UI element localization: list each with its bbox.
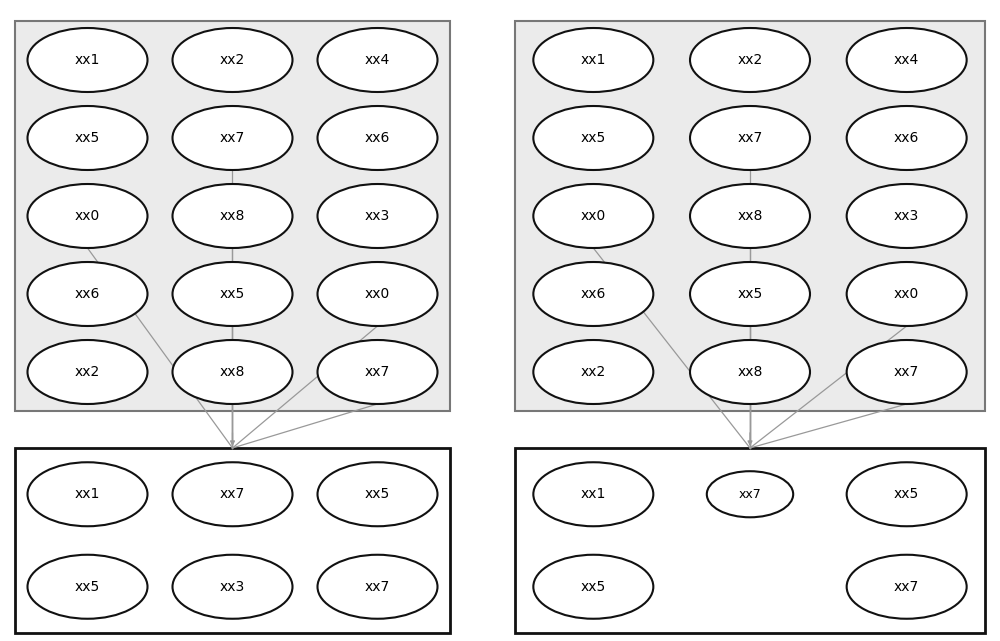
Ellipse shape [847, 184, 967, 248]
Text: xx4: xx4 [894, 53, 919, 67]
Text: xx6: xx6 [894, 131, 919, 145]
Text: xx7: xx7 [365, 365, 390, 379]
Ellipse shape [318, 262, 438, 326]
Text: xx8: xx8 [737, 209, 763, 223]
Ellipse shape [28, 340, 148, 404]
Ellipse shape [533, 262, 653, 326]
Text: xx7: xx7 [220, 131, 245, 145]
Text: xx7: xx7 [737, 131, 763, 145]
Text: xx8: xx8 [737, 365, 763, 379]
Text: xx5: xx5 [75, 131, 100, 145]
Ellipse shape [318, 554, 438, 619]
Text: xx7: xx7 [220, 487, 245, 501]
Text: xx5: xx5 [75, 579, 100, 594]
Bar [515, 448, 985, 633]
Text: xx8: xx8 [220, 365, 245, 379]
Text: xx3: xx3 [365, 209, 390, 223]
Ellipse shape [28, 554, 148, 619]
Ellipse shape [318, 28, 438, 92]
Text: xx3: xx3 [220, 579, 245, 594]
Text: xx0: xx0 [365, 287, 390, 301]
Text: xx5: xx5 [894, 487, 919, 501]
Ellipse shape [28, 28, 148, 92]
Bar [15, 448, 450, 633]
Text: xx2: xx2 [75, 365, 100, 379]
Text: xx7: xx7 [894, 579, 919, 594]
Text: xx6: xx6 [75, 287, 100, 301]
Ellipse shape [172, 184, 292, 248]
Text: xx1: xx1 [581, 53, 606, 67]
Ellipse shape [533, 554, 653, 619]
Text: xx0: xx0 [894, 287, 919, 301]
Text: xx5: xx5 [220, 287, 245, 301]
Text: xx3: xx3 [894, 209, 919, 223]
Ellipse shape [318, 340, 438, 404]
Text: xx1: xx1 [581, 487, 606, 501]
Ellipse shape [318, 184, 438, 248]
Ellipse shape [172, 106, 292, 170]
Text: xx4: xx4 [365, 53, 390, 67]
Ellipse shape [172, 554, 292, 619]
Ellipse shape [690, 28, 810, 92]
Ellipse shape [172, 262, 292, 326]
Text: xx6: xx6 [365, 131, 390, 145]
Ellipse shape [533, 28, 653, 92]
Text: xx5: xx5 [581, 579, 606, 594]
Bar [15, 21, 450, 411]
Text: xx6: xx6 [581, 287, 606, 301]
Text: xx0: xx0 [581, 209, 606, 223]
Text: xx5: xx5 [737, 287, 763, 301]
Ellipse shape [172, 462, 292, 526]
Ellipse shape [690, 184, 810, 248]
Text: xx2: xx2 [220, 53, 245, 67]
Ellipse shape [533, 340, 653, 404]
Ellipse shape [847, 106, 967, 170]
Bar [515, 21, 985, 411]
Ellipse shape [847, 262, 967, 326]
Text: xx2: xx2 [581, 365, 606, 379]
Text: xx0: xx0 [75, 209, 100, 223]
Ellipse shape [172, 28, 292, 92]
Ellipse shape [28, 184, 148, 248]
Ellipse shape [847, 28, 967, 92]
Ellipse shape [533, 462, 653, 526]
Ellipse shape [172, 340, 292, 404]
Ellipse shape [847, 462, 967, 526]
Text: xx2: xx2 [737, 53, 763, 67]
Ellipse shape [847, 554, 967, 619]
Ellipse shape [847, 340, 967, 404]
Ellipse shape [690, 340, 810, 404]
Ellipse shape [28, 262, 148, 326]
Text: xx7: xx7 [365, 579, 390, 594]
Ellipse shape [318, 462, 438, 526]
Ellipse shape [28, 106, 148, 170]
Ellipse shape [690, 106, 810, 170]
Text: xx8: xx8 [220, 209, 245, 223]
Ellipse shape [707, 471, 793, 517]
Text: xx1: xx1 [75, 53, 100, 67]
Text: xx1: xx1 [75, 487, 100, 501]
Ellipse shape [28, 462, 148, 526]
Text: xx7: xx7 [894, 365, 919, 379]
Text: xx5: xx5 [365, 487, 390, 501]
Ellipse shape [533, 106, 653, 170]
Text: xx7: xx7 [739, 488, 761, 501]
Text: xx5: xx5 [581, 131, 606, 145]
Ellipse shape [318, 106, 438, 170]
Ellipse shape [533, 184, 653, 248]
Ellipse shape [690, 262, 810, 326]
